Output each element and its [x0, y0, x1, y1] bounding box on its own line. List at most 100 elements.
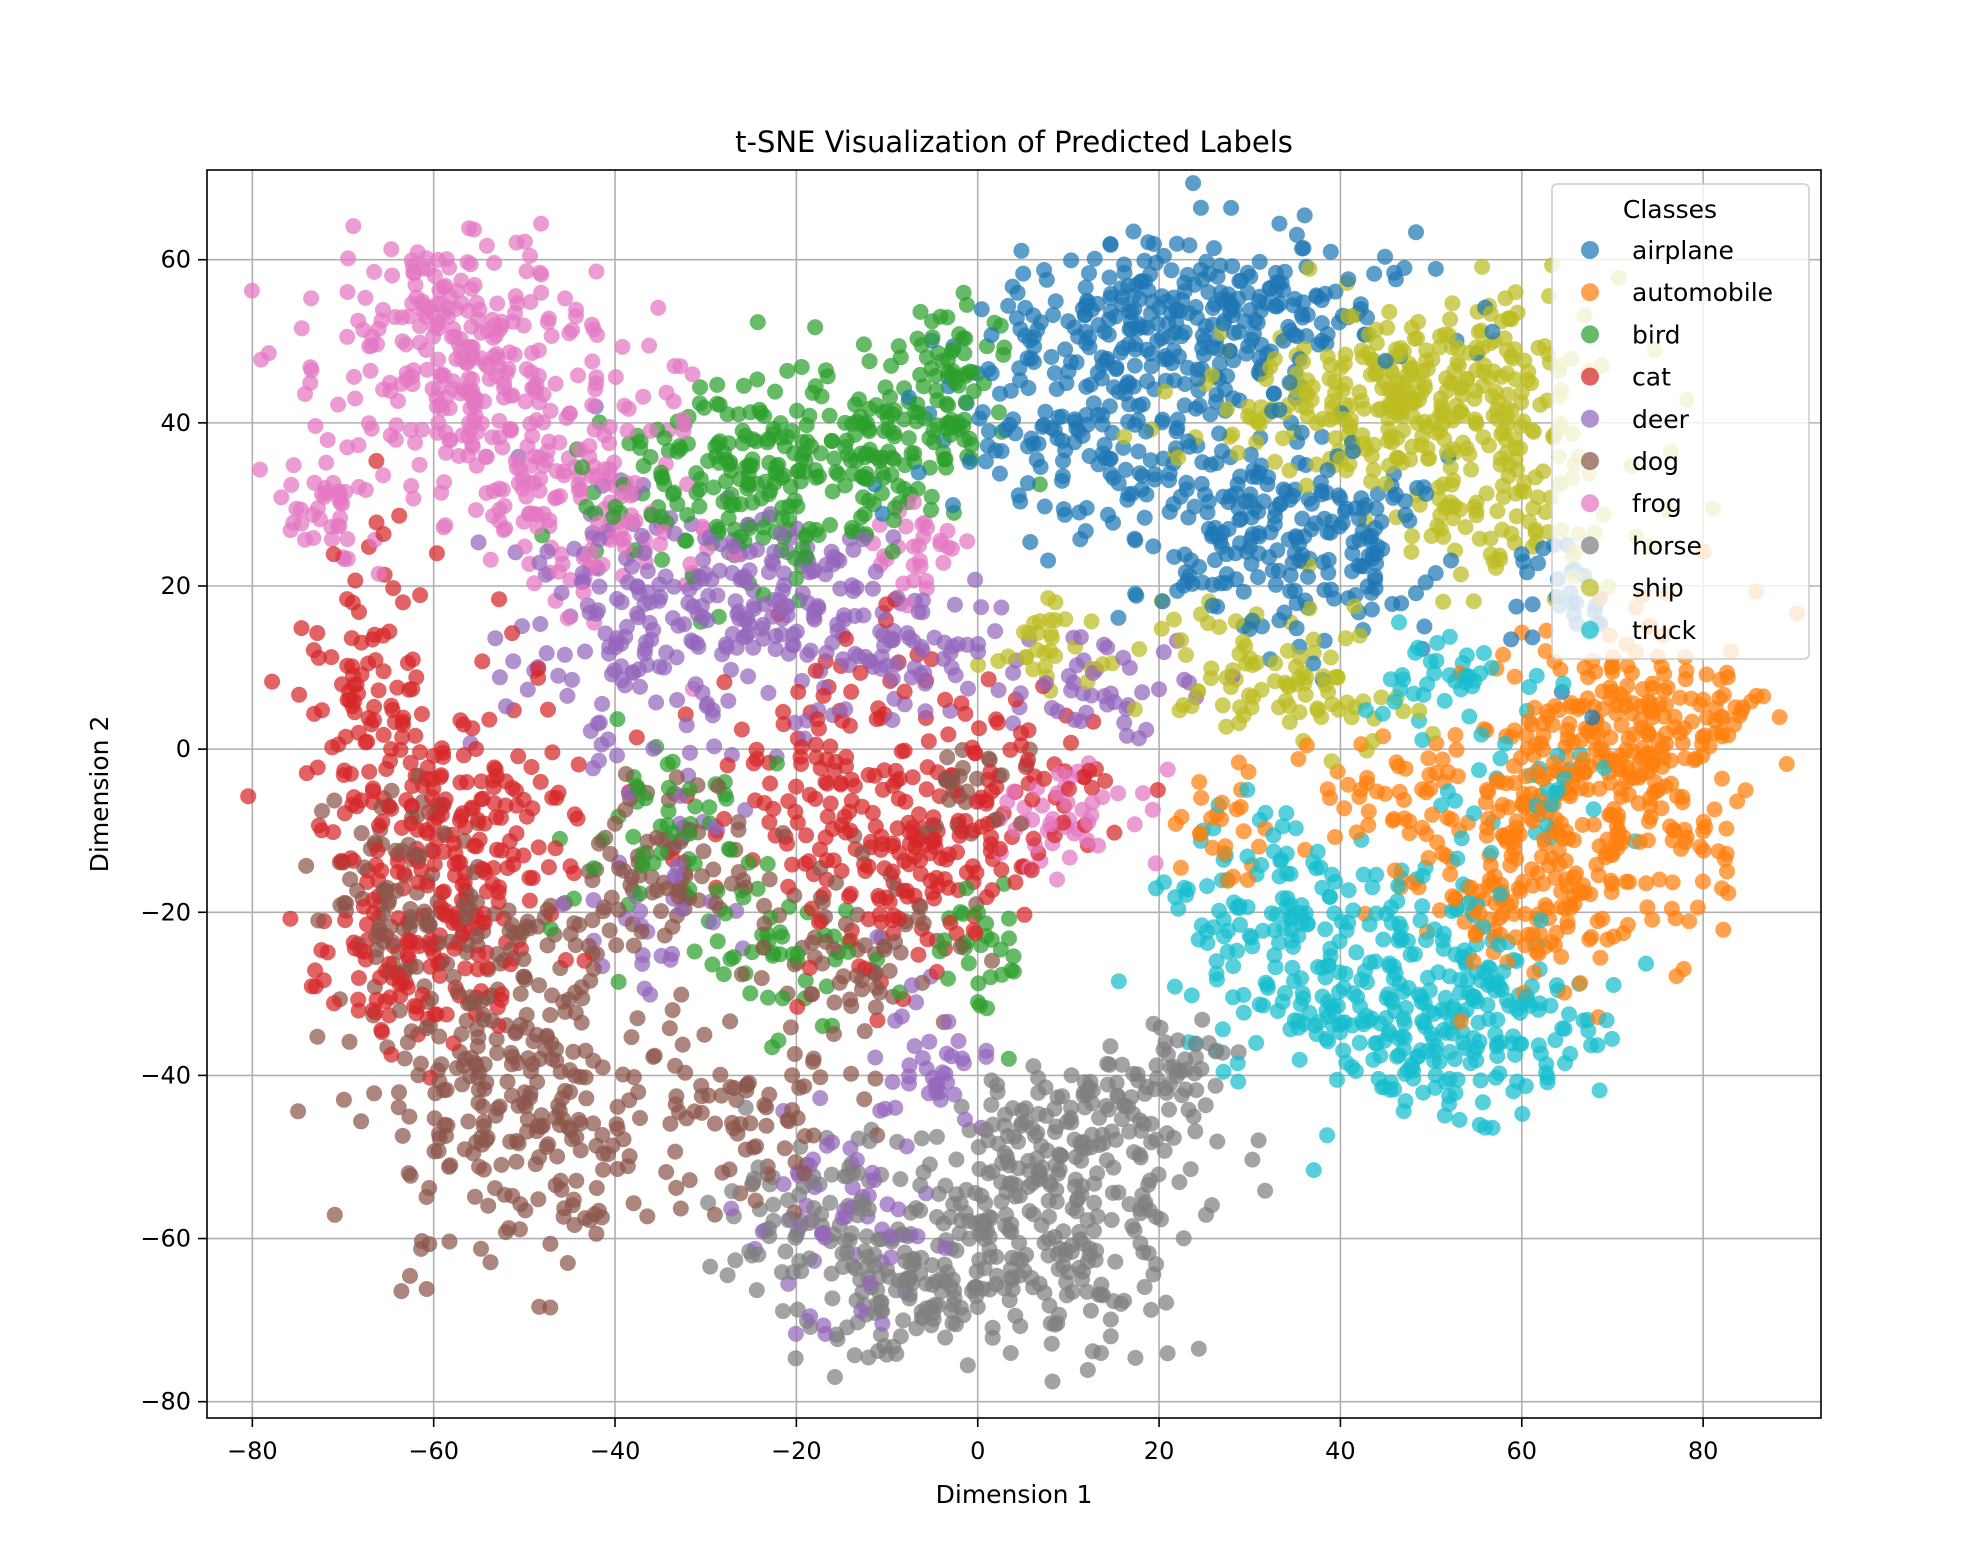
point-dog	[712, 1066, 729, 1083]
point-automobile	[1377, 785, 1393, 802]
point-ship	[1478, 485, 1495, 502]
point-automobile	[1599, 831, 1616, 848]
point-dog	[394, 1127, 411, 1144]
point-dog	[910, 909, 927, 926]
point-bird	[735, 889, 752, 906]
point-deer	[632, 903, 649, 920]
point-airplane	[1253, 457, 1270, 474]
point-airplane	[1103, 285, 1119, 302]
point-cat	[940, 726, 957, 743]
point-airplane	[1169, 411, 1186, 428]
point-frog	[347, 390, 364, 407]
point-deer	[836, 611, 852, 628]
point-automobile	[1526, 964, 1543, 981]
point-ship	[1413, 437, 1430, 453]
point-cat	[474, 653, 491, 670]
point-truck	[1374, 705, 1391, 722]
point-cat	[1007, 874, 1024, 891]
point-frog	[252, 461, 268, 478]
point-cat	[570, 756, 587, 773]
point-bird	[826, 450, 843, 467]
point-airplane	[1293, 424, 1310, 441]
point-deer	[882, 1249, 899, 1266]
point-airplane	[1046, 365, 1063, 382]
point-ship	[1435, 528, 1452, 545]
point-ship	[1393, 407, 1410, 424]
point-ship	[1482, 530, 1499, 547]
point-truck	[1415, 686, 1432, 703]
point-automobile	[1193, 789, 1210, 806]
point-airplane	[1223, 199, 1240, 216]
point-automobile	[1585, 816, 1602, 833]
point-ship	[1230, 444, 1246, 461]
point-horse	[1148, 1057, 1165, 1074]
point-ship	[1094, 656, 1111, 673]
point-bird	[861, 353, 878, 370]
point-horse	[1145, 1266, 1162, 1283]
point-truck	[1410, 986, 1427, 1003]
point-dog	[714, 1164, 731, 1181]
point-automobile	[1172, 859, 1189, 876]
point-horse	[1003, 1224, 1020, 1240]
point-automobile	[1448, 741, 1465, 758]
point-truck	[1521, 679, 1538, 695]
point-ship	[1527, 521, 1544, 538]
point-airplane	[1308, 287, 1325, 304]
point-ship	[1536, 338, 1553, 355]
point-truck	[1393, 931, 1410, 948]
point-frog	[1051, 765, 1067, 782]
point-truck	[1267, 959, 1284, 976]
point-deer	[1121, 659, 1138, 676]
point-automobile	[1642, 790, 1659, 807]
point-cat	[325, 546, 342, 563]
point-cat	[422, 932, 439, 949]
point-dog	[418, 1281, 435, 1297]
point-frog	[303, 362, 320, 379]
point-automobile	[1714, 770, 1730, 787]
point-cat	[365, 891, 382, 908]
point-ship	[1452, 566, 1469, 583]
point-cat	[868, 711, 885, 728]
point-ship	[1298, 477, 1315, 494]
point-truck	[1278, 805, 1295, 822]
point-deer	[682, 744, 698, 761]
point-horse	[1257, 1182, 1274, 1199]
point-truck	[1447, 1085, 1464, 1101]
point-airplane	[1393, 595, 1410, 612]
point-ship	[1392, 340, 1409, 356]
point-deer	[937, 1239, 954, 1256]
point-bird	[958, 880, 975, 897]
point-deer	[720, 692, 737, 709]
point-automobile	[1550, 842, 1567, 859]
point-horse	[1203, 1197, 1220, 1214]
point-dog	[557, 1082, 574, 1099]
point-dog	[493, 1156, 510, 1173]
point-dog	[567, 937, 584, 954]
point-ship	[1193, 606, 1209, 623]
point-bird	[681, 781, 698, 798]
point-frog	[897, 518, 914, 535]
point-automobile	[1604, 683, 1621, 700]
point-deer	[585, 760, 601, 777]
point-dog	[393, 842, 410, 859]
point-frog	[516, 233, 533, 250]
point-automobile	[1698, 666, 1715, 683]
point-deer	[594, 695, 611, 712]
point-deer	[825, 549, 842, 565]
point-frog	[346, 368, 362, 385]
point-cat	[1081, 762, 1098, 779]
point-truck	[1449, 850, 1466, 867]
point-airplane	[1368, 500, 1385, 517]
point-dog	[707, 1115, 723, 1132]
point-automobile	[1692, 696, 1709, 713]
point-airplane	[1143, 358, 1160, 375]
point-horse	[765, 1196, 782, 1213]
point-airplane	[1202, 406, 1219, 423]
point-cat	[530, 839, 547, 856]
point-ship	[1330, 701, 1347, 718]
point-deer	[634, 955, 651, 972]
point-horse	[1007, 1188, 1024, 1205]
point-cat	[893, 743, 910, 760]
point-cat	[860, 767, 877, 783]
point-airplane	[1057, 341, 1074, 358]
